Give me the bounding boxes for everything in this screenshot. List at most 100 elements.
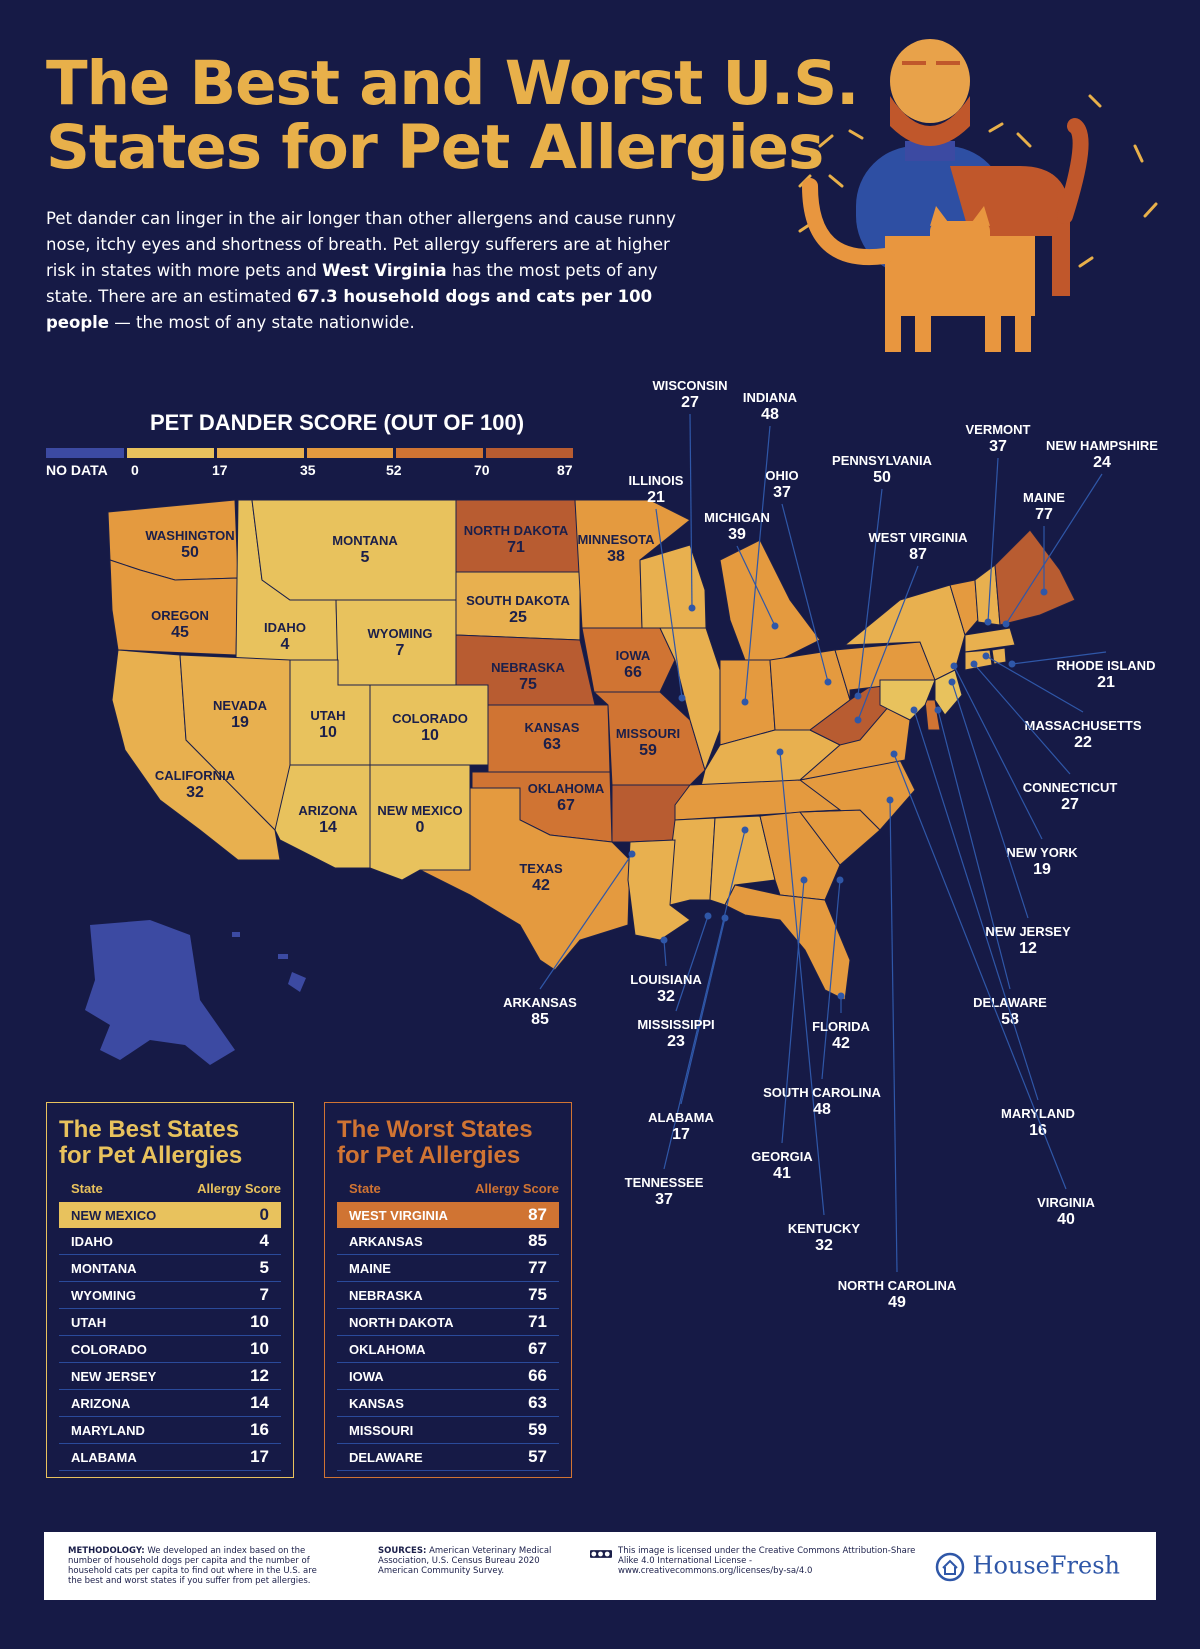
- table-row: KANSAS 63: [337, 1390, 559, 1417]
- callout-leader-line: [857, 565, 919, 721]
- table-row: WYOMING 7: [59, 1282, 281, 1309]
- callout-label: MARYLAND: [1001, 1106, 1075, 1121]
- callout-dot: [948, 678, 956, 686]
- row-score: 57: [528, 1447, 547, 1466]
- callout-value: 37: [989, 438, 1007, 455]
- callout-dot: [776, 748, 784, 756]
- callout-dot: [836, 876, 844, 884]
- alaska-shape: [85, 920, 235, 1065]
- intro-text-3: — the most of any state nationwide.: [109, 313, 415, 332]
- table-row: MARYLAND 16: [59, 1417, 281, 1444]
- callout-dot: [854, 692, 862, 700]
- intro-text-1: Pet dander can linger in the air longer …: [46, 209, 676, 280]
- callout-value: 41: [773, 1165, 791, 1182]
- state-value: 71: [507, 539, 525, 556]
- state-label: NORTH DAKOTA: [464, 523, 569, 538]
- callout-leader-line: [951, 681, 1029, 919]
- callout-dot: [704, 912, 712, 920]
- intro-bold-1: West Virginia: [322, 261, 447, 280]
- callout-value: 48: [761, 406, 779, 423]
- creative-commons-badge-icon: [590, 1550, 612, 1558]
- callout-dot: [886, 796, 894, 804]
- state-shape-missouri: [592, 691, 706, 786]
- callout-value: 27: [1061, 796, 1079, 813]
- callout-leader-line: [857, 488, 883, 697]
- callout-label: GEORGIA: [751, 1149, 813, 1164]
- callout-leader-line: [937, 709, 1011, 990]
- hawaii-island: [232, 932, 240, 937]
- title-line-1: The Best and Worst U.S.: [46, 48, 859, 119]
- license-text: This image is licensed under the Creativ…: [618, 1546, 916, 1576]
- license-note: This image is licensed under the Creativ…: [590, 1546, 920, 1576]
- callout-leader-line: [663, 939, 667, 967]
- row-score: 17: [250, 1447, 269, 1466]
- state-label: NEVADA: [213, 698, 268, 713]
- callout-value: 58: [1001, 1011, 1019, 1028]
- callout-dot: [660, 936, 668, 944]
- callout-leader-line: [893, 753, 1067, 1190]
- row-score: 0: [259, 1205, 269, 1224]
- callout-value: 21: [1097, 674, 1115, 691]
- legend-swatch: [46, 448, 125, 458]
- best-panel-title: The Best States for Pet Allergies: [59, 1117, 281, 1169]
- callout-dot: [688, 604, 696, 612]
- callout-leader-line: [736, 545, 776, 627]
- callout-label: NEW JERSEY: [985, 924, 1071, 939]
- state-value: 38: [607, 548, 625, 565]
- table-row: NEBRASKA 75: [337, 1282, 559, 1309]
- callout-value: 32: [815, 1237, 833, 1254]
- table-row: ARKANSAS 85: [337, 1228, 559, 1255]
- callout-leader-line: [675, 915, 709, 1012]
- row-score: 14: [250, 1393, 269, 1412]
- row-state: NEW JERSEY: [71, 1368, 157, 1384]
- callout-dot: [1040, 588, 1048, 596]
- row-score: 5: [259, 1258, 269, 1277]
- methodology-label: METHODOLOGY:: [68, 1546, 145, 1556]
- callout-label: NEW HAMPSHIRE: [1046, 438, 1158, 453]
- title-line-2: States for Pet Allergies: [46, 112, 824, 183]
- house-logo-icon: [935, 1552, 965, 1582]
- callout-leader-line: [1011, 651, 1107, 665]
- intro-paragraph: Pet dander can linger in the air longer …: [46, 206, 686, 336]
- callout-value: 49: [888, 1294, 906, 1311]
- legend-swatch: [306, 448, 394, 458]
- state-label: UTAH: [310, 708, 345, 723]
- callout-value: 22: [1074, 734, 1092, 751]
- state-shape-mississippi: [669, 817, 716, 906]
- table-row: ARIZONA 14: [59, 1390, 281, 1417]
- state-value: 10: [319, 724, 337, 741]
- state-value: 50: [181, 544, 199, 561]
- callout-dot: [771, 622, 779, 630]
- row-score: 71: [528, 1312, 547, 1331]
- callout-leader-line: [539, 853, 633, 990]
- callout-value: 23: [667, 1033, 685, 1050]
- callout-dot: [982, 652, 990, 660]
- table-row: COLORADO 10: [59, 1336, 281, 1363]
- methodology-text: We developed an index based on the numbe…: [68, 1546, 317, 1586]
- row-score: 85: [528, 1231, 547, 1250]
- callout-dot: [721, 914, 729, 922]
- best-table-header: State Allergy Score: [71, 1181, 281, 1196]
- intro-text-2: has the most pets of any state. There ar…: [46, 261, 658, 306]
- state-shape-wisconsin: [639, 544, 707, 629]
- row-score: 16: [250, 1420, 269, 1439]
- state-value: 75: [519, 676, 537, 693]
- housefresh-logo: HouseFresh: [935, 1552, 1120, 1582]
- state-label: IDAHO: [264, 620, 306, 635]
- state-shape-connecticut: [964, 649, 993, 671]
- callout-dot: [854, 716, 862, 724]
- row-state: WYOMING: [71, 1287, 136, 1303]
- callout-leader-line: [821, 879, 841, 1080]
- callout-label: ARKANSAS: [503, 995, 577, 1010]
- callout-value: 37: [773, 484, 791, 501]
- state-shape-maine: [994, 529, 1076, 626]
- callout-label: FLORIDA: [812, 1019, 870, 1034]
- row-score: 10: [250, 1339, 269, 1358]
- legend-swatch: [396, 448, 484, 458]
- state-value: 4: [281, 636, 290, 653]
- state-value: 10: [421, 727, 439, 744]
- callout-label: SOUTH CAROLINA: [763, 1085, 881, 1100]
- worst-col-state: State: [349, 1181, 381, 1196]
- callout-dot: [934, 706, 942, 714]
- callout-dot: [984, 618, 992, 626]
